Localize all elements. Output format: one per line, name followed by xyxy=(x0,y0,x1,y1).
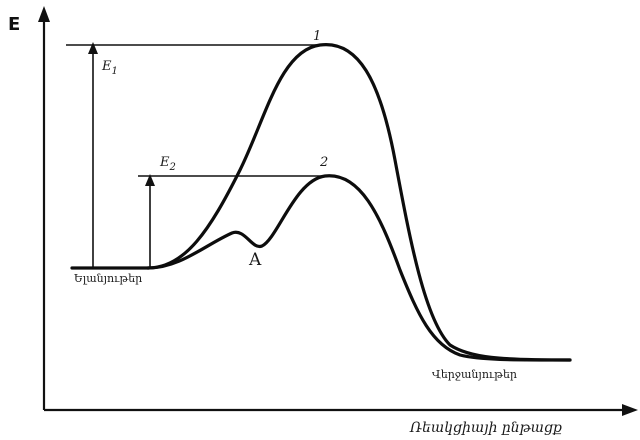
curve-1 xyxy=(146,43,572,362)
x-axis-label: Ռեակցիայի ընթացք xyxy=(409,420,562,436)
y-axis-label: E xyxy=(8,14,20,35)
curve-1-label: 1 xyxy=(313,29,321,44)
e2-label: E2 xyxy=(159,155,176,173)
e1-arrow-head xyxy=(88,42,98,54)
e1-label: E1 xyxy=(101,59,118,77)
curve-2 xyxy=(146,174,572,362)
curve-2-label: 2 xyxy=(319,155,328,170)
y-axis-arrow xyxy=(38,6,50,22)
x-axis-arrow xyxy=(622,404,638,416)
products-label: Վերջանյութեր xyxy=(432,368,517,381)
reactants-label: Ելանյութեր xyxy=(74,272,142,285)
intermediate-a-label: A xyxy=(248,250,262,270)
e2-arrow-head xyxy=(145,174,155,186)
